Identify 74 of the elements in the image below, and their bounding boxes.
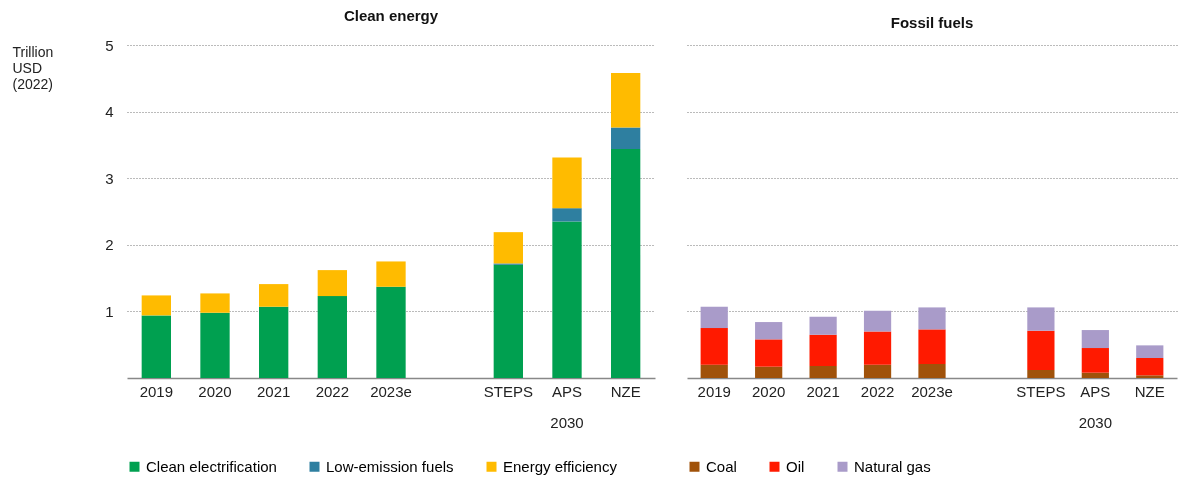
text: 2030 — [1078, 414, 1113, 431]
bar — [376, 261, 406, 287]
x-tick-label: STEPS — [1016, 382, 1066, 400]
x-tick-label: 2020 — [198, 382, 232, 400]
y-tick-label: 1 — [105, 302, 114, 320]
x-tick-label: NZE — [610, 382, 641, 400]
x-tick-label: 2022 — [860, 382, 895, 400]
bar — [1081, 372, 1109, 378]
y-tick-label: 5 — [105, 36, 114, 54]
x-tick-label: APS — [551, 382, 583, 400]
x-tick-label: STEPS — [483, 382, 533, 400]
y-tick-label: 3 — [105, 169, 114, 187]
x-tick-label: 2021 — [806, 382, 840, 400]
bar — [700, 328, 728, 365]
bar — [493, 232, 523, 264]
bar — [863, 364, 892, 378]
bar — [918, 364, 946, 378]
bar — [552, 157, 582, 209]
chart-title: Fossil fuels — [890, 14, 974, 31]
bar — [918, 329, 946, 365]
bar — [1081, 330, 1109, 349]
bar — [1027, 307, 1055, 331]
bar — [493, 264, 523, 378]
bar — [863, 310, 892, 332]
bar — [1136, 345, 1164, 359]
legend-label: Natural gas — [854, 457, 931, 475]
bar — [755, 322, 783, 340]
legend-label: Low-emission fuels — [326, 457, 454, 475]
bar — [918, 307, 946, 330]
bar — [1081, 348, 1109, 373]
bar — [1136, 358, 1164, 376]
y-tick-label: 2 — [105, 236, 114, 254]
bar — [200, 312, 230, 378]
x-tick-label: 2023e — [911, 382, 953, 400]
y-tick-label: 4 — [105, 103, 114, 121]
bar — [700, 364, 728, 378]
bar — [141, 315, 171, 378]
x-tick-label: 2023e — [370, 382, 412, 400]
bar — [1136, 375, 1164, 378]
bar — [259, 284, 289, 307]
x-tick-label: 2021 — [256, 382, 291, 400]
bar — [552, 208, 582, 222]
text: 2030 — [550, 414, 584, 431]
bar — [700, 306, 728, 329]
bar — [376, 286, 406, 378]
bar — [755, 339, 783, 367]
x-tick-label: 2019 — [139, 382, 174, 400]
bar — [863, 331, 892, 365]
bar — [809, 366, 837, 378]
bar — [259, 306, 289, 378]
chart-title: Clean energy — [343, 7, 439, 24]
x-tick-label: NZE — [1134, 382, 1165, 400]
legend-label: Clean electrification — [146, 457, 277, 475]
legend-label: Coal — [706, 457, 737, 475]
bar — [1027, 370, 1055, 378]
bar — [809, 316, 837, 335]
x-tick-label: 2020 — [751, 382, 786, 400]
bar — [809, 334, 837, 367]
x-tick-label: 2022 — [315, 382, 350, 400]
bar — [755, 366, 783, 378]
legend-label: Oil — [786, 457, 805, 475]
bar — [611, 148, 641, 378]
bar — [317, 270, 347, 297]
bar — [552, 221, 582, 378]
legend-label: Energy efficiency — [503, 457, 618, 475]
bar — [611, 72, 641, 128]
x-tick-label: APS — [1080, 382, 1111, 400]
y-axis-title: Trillion USD (2022) — [12, 43, 54, 92]
bar — [200, 293, 230, 313]
bar — [1027, 330, 1055, 371]
bar — [611, 127, 641, 149]
bar — [141, 295, 171, 316]
bar — [317, 296, 347, 378]
x-tick-label: 2019 — [697, 382, 731, 400]
